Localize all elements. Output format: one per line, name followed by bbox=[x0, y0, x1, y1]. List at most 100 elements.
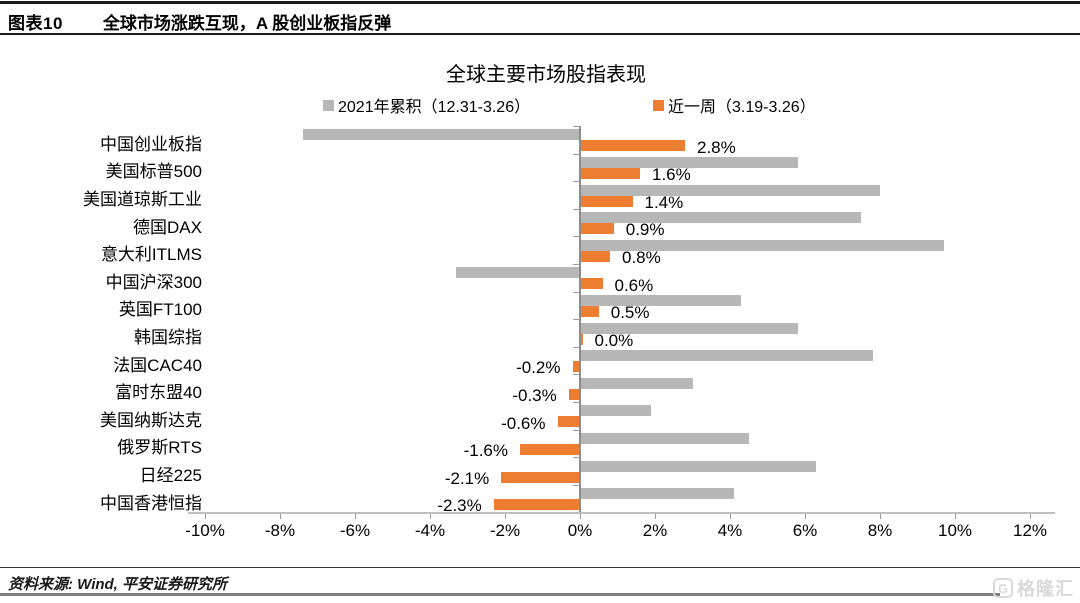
bar-week bbox=[568, 388, 580, 400]
data-label-week: -0.6% bbox=[501, 413, 546, 433]
brand-logo-text: 格隆汇 bbox=[1017, 579, 1074, 599]
bar-cumulative bbox=[456, 267, 580, 279]
category-label: 日经225 bbox=[139, 466, 202, 485]
brand-watermark: G 格隆汇 bbox=[993, 576, 1074, 600]
data-label-week: 1.6% bbox=[652, 165, 691, 185]
x-tick-label: 2% bbox=[642, 521, 668, 541]
category-label: 中国香港恒指 bbox=[100, 493, 202, 513]
value-axis-tick bbox=[573, 181, 580, 183]
value-axis-tick bbox=[573, 484, 580, 486]
bar-week bbox=[580, 223, 614, 235]
x-tick-label: 8% bbox=[867, 521, 893, 541]
x-tick-label: 4% bbox=[717, 521, 743, 541]
legend-swatch-cumulative bbox=[323, 99, 334, 111]
x-tick-label: 0% bbox=[567, 521, 593, 541]
x-axis-tick bbox=[880, 514, 881, 520]
bar-week bbox=[580, 250, 610, 262]
brand-logo-icon: G bbox=[993, 578, 1013, 598]
legend-swatch-week bbox=[653, 99, 664, 111]
bar-cumulative bbox=[580, 460, 817, 472]
category-label: 美国道琼斯工业 bbox=[83, 190, 202, 209]
x-tick-label: -8% bbox=[264, 521, 296, 541]
value-axis-tick bbox=[573, 291, 580, 293]
x-tick-label: -4% bbox=[414, 521, 446, 541]
value-axis-tick bbox=[573, 319, 580, 321]
bar-week bbox=[520, 443, 580, 455]
x-axis-tick bbox=[430, 514, 431, 520]
top-divider bbox=[0, 1, 1080, 4]
legend-label-cumulative: 2021年累积（12.31-3.26） bbox=[338, 99, 531, 116]
value-axis-tick bbox=[573, 374, 580, 376]
data-label-week: 0.5% bbox=[610, 303, 650, 323]
category-label: 中国沪深300 bbox=[105, 272, 202, 292]
x-axis-tick bbox=[805, 514, 806, 520]
category-label: 俄罗斯RTS bbox=[117, 438, 202, 458]
chart-legend: 2021年累积（12.31-3.26） 近一周（3.19-3.26） bbox=[0, 93, 1080, 116]
bottom-divider bbox=[0, 593, 1000, 596]
data-label-week: 0.9% bbox=[625, 220, 665, 240]
value-axis-tick bbox=[573, 429, 580, 431]
bar-cumulative bbox=[580, 322, 798, 334]
value-axis-tick bbox=[573, 126, 580, 127]
x-tick-label: -2% bbox=[489, 521, 521, 541]
x-axis-tick bbox=[280, 514, 281, 520]
legend-item-week: 近一周（3.19-3.26） bbox=[653, 93, 816, 117]
bar-cumulative bbox=[580, 405, 652, 417]
bar-week bbox=[493, 499, 580, 511]
bar-week bbox=[580, 167, 640, 179]
value-axis-tick bbox=[573, 402, 580, 403]
value-axis-tick bbox=[573, 208, 580, 210]
category-label: 德国DAX bbox=[133, 217, 202, 237]
data-label-week: -2.3% bbox=[437, 496, 482, 516]
value-axis-tick bbox=[573, 264, 580, 265]
category-label: 美国纳斯达克 bbox=[100, 410, 202, 430]
category-label: 意大利ITLMS bbox=[100, 245, 202, 265]
bar-cumulative bbox=[580, 156, 798, 168]
x-tick-label: 6% bbox=[792, 521, 818, 541]
bar-cumulative bbox=[580, 294, 742, 306]
bar-cumulative bbox=[580, 377, 693, 389]
x-axis-tick bbox=[955, 514, 956, 520]
value-axis-line bbox=[579, 126, 581, 513]
category-label: 法国CAC40 bbox=[113, 355, 202, 375]
x-tick-label: -10% bbox=[185, 521, 225, 541]
bar-week bbox=[580, 333, 583, 345]
chart-title: 全球主要市场股指表现 bbox=[446, 64, 646, 86]
x-tick-label: -6% bbox=[339, 521, 371, 541]
header-divider bbox=[0, 33, 1080, 35]
bar-week bbox=[580, 305, 599, 317]
data-label-week: 2.8% bbox=[697, 137, 736, 157]
legend-label-week: 近一周（3.19-3.26） bbox=[668, 99, 816, 116]
value-axis-tick bbox=[573, 457, 580, 459]
bar-cumulative bbox=[580, 350, 873, 362]
bar-cumulative bbox=[580, 432, 749, 444]
data-label-week: -0.2% bbox=[516, 358, 561, 378]
bar-week bbox=[580, 278, 603, 290]
category-label: 美国标普500 bbox=[105, 162, 202, 182]
bar-cumulative bbox=[580, 212, 862, 224]
bar-week bbox=[580, 195, 633, 207]
bar-week bbox=[501, 471, 580, 483]
data-label-week: -0.3% bbox=[512, 385, 557, 405]
bar-week bbox=[580, 140, 685, 152]
category-label: 韩国综指 bbox=[134, 328, 202, 347]
legend-item-cumulative: 2021年累积（12.31-3.26） bbox=[323, 93, 530, 117]
data-label-week: -1.6% bbox=[463, 441, 508, 461]
bar-cumulative bbox=[580, 488, 734, 500]
bar-week bbox=[572, 361, 580, 373]
data-label-week: 0.8% bbox=[622, 247, 661, 267]
data-label-week: 0.6% bbox=[614, 275, 654, 295]
bar-cumulative bbox=[580, 184, 880, 196]
x-axis-tick bbox=[580, 514, 581, 520]
x-axis-tick bbox=[1030, 514, 1031, 520]
x-axis-tick bbox=[355, 514, 356, 520]
x-axis-tick bbox=[205, 514, 206, 520]
x-axis-tick bbox=[505, 514, 506, 520]
category-label: 中国创业板指 bbox=[100, 134, 202, 154]
figure-caption: 全球市场涨跌互现，A 股创业板指反弹 bbox=[102, 13, 392, 33]
category-axis-line bbox=[188, 512, 1055, 515]
x-tick-label: 10% bbox=[937, 521, 973, 541]
category-label: 英国FT100 bbox=[118, 300, 202, 320]
